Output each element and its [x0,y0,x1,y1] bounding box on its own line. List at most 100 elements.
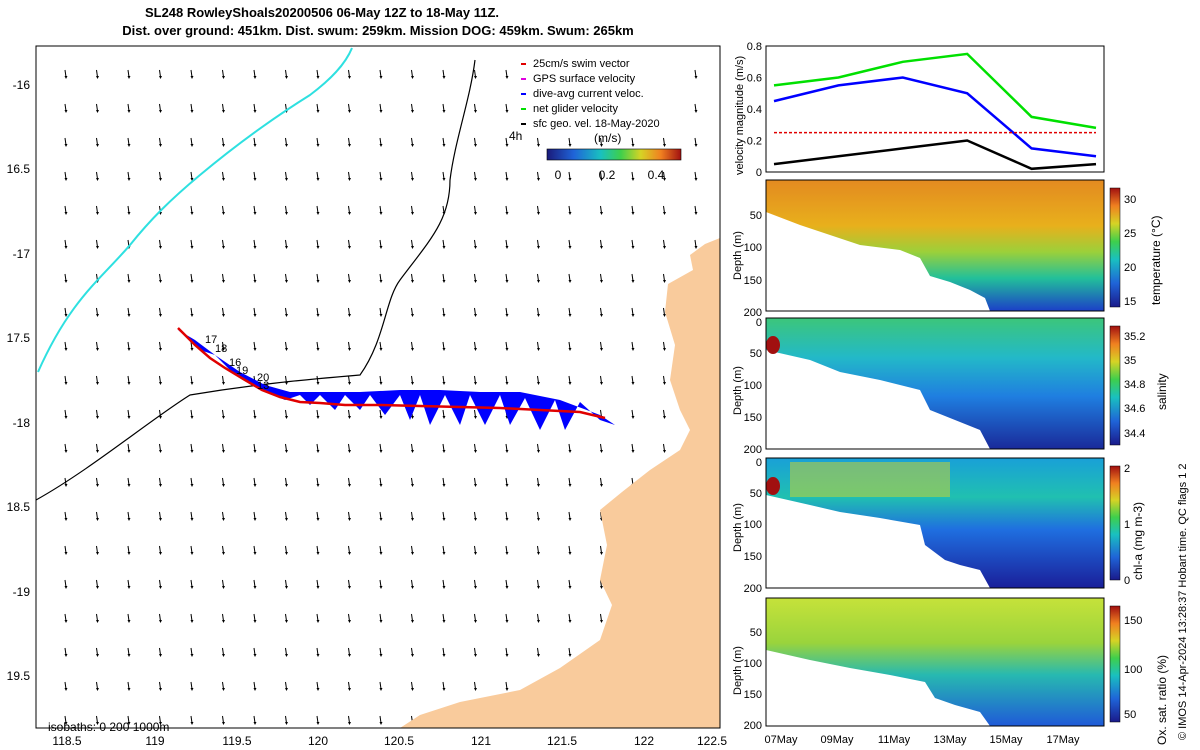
map-y-tick: 18.5 [7,500,31,514]
temperature-colorbar [1109,187,1121,308]
chl-colorbar [1109,465,1121,581]
map-y-tick: 19.5 [7,669,31,683]
chl-hotspot [766,477,780,495]
velocity-y-tick: 0.2 [747,136,762,148]
oxygen-colorbar [1109,605,1121,723]
salinity-colorbar [1109,325,1121,446]
salinity-y-tick: 50 [750,348,762,360]
velocity-y-axis: 0 0.2 0.4 0.6 0.8 [747,41,762,179]
time-axis: 07May 09May 11May 13May 15May 17May [764,734,1080,746]
oxygen-y-tick: 200 [744,720,762,732]
salinity-cbar-tick: 35 [1124,355,1136,367]
legend-item-geo: sfc geo. vel. 18-May-2020 [533,118,660,130]
oxygen-cbar-label: Ox. sat. ratio (%) [1155,655,1169,745]
velocity-frame [765,45,1105,173]
legend-item-net: net glider velocity [533,103,618,115]
map-frame [35,45,721,729]
temperature-y-tick: 200 [744,307,762,319]
map-y-axis: -16 16.5 -17 17.5 -18 18.5 -19 19.5 [7,78,31,683]
map-y-tick: 16.5 [7,162,31,176]
velocity-ylabel: velocity magnitude (m/s) [734,56,746,175]
legend-item-gps: GPS surface velocity [533,73,636,85]
day-label-18: 18 [215,343,227,355]
velocity-series-line [773,52,1097,130]
legend-box [516,56,691,132]
legend-item-dive-avg: dive-avg current veloc. [533,88,644,100]
map-x-tick: 120 [308,734,328,748]
day-label-17: 17 [205,334,217,346]
chl-panel: 0 50 100 150 200 2 1 0 Depth (m) chl-a (… [732,457,1145,595]
title-line2: Dist. over ground: 451km. Dist. swum: 25… [122,23,634,38]
temperature-section [766,180,1104,311]
time-tick: 13May [933,734,967,746]
salinity-y-tick: 200 [744,444,762,456]
chl-ylabel: Depth (m) [732,503,744,552]
current-vectors [178,330,615,430]
chl-cbar-tick: 2 [1124,463,1130,475]
chl-surface-bloom [790,462,950,497]
temperature-ylabel: Depth (m) [732,231,744,280]
salinity-y-tick: 100 [744,380,762,392]
map-x-tick: 119 [145,734,164,748]
velocity-y-tick: 0 [756,167,762,179]
salinity-cbar-tick: 34.6 [1124,403,1145,415]
chl-y-tick: 50 [750,488,762,500]
velocity-panel: 0 0.2 0.4 0.6 0.8 velocity magnitude (m/s) [734,41,1105,179]
isobath-label: isobaths: 0 200 1000m [48,720,169,734]
temperature-cbar-tick: 15 [1124,296,1136,308]
map-x-tick: 118.5 [52,734,81,748]
map-y-tick: -16 [13,78,31,92]
temperature-cbar-label: temperature (°C) [1149,216,1163,306]
day-label-20: 20 [257,372,269,384]
temperature-y-tick: 100 [744,242,762,254]
colorbar-unit: (m/s) [594,131,621,145]
map-y-tick: -17 [13,247,31,261]
chl-cbar-tick: 0 [1124,575,1130,587]
velocity-y-tick: 0.8 [747,41,762,53]
temperature-cbar-tick: 20 [1124,262,1136,274]
temperature-panel: 50 100 150 200 30 25 20 15 Depth (m) tem… [732,179,1163,319]
chl-y-tick: 0 [756,457,762,469]
day-label-13: 13 [257,380,269,392]
salinity-panel: 0 50 100 150 200 35.2 35 34.8 34.6 34.4 … [732,317,1169,456]
speed-colorbar [546,148,682,161]
map-x-tick: 119.5 [222,734,251,748]
glider-track [177,327,606,420]
map-panel: 17 18 16 19 20 13 118.5 119 119.5 120 12… [7,45,727,748]
oxygen-cbar-tick: 50 [1124,709,1136,721]
map-y-tick: -18 [13,416,31,430]
chl-cbar-tick: 1 [1124,519,1130,531]
colorbar-tick: 0 [555,168,562,182]
time-tick: 17May [1046,734,1080,746]
time-tick: 15May [989,734,1023,746]
time-tick: 07May [764,734,798,746]
oxygen-y-tick: 150 [744,689,762,701]
map-x-tick: 120.5 [384,734,414,748]
salinity-ylabel: Depth (m) [732,366,744,415]
oxygen-ylabel: Depth (m) [732,646,744,695]
temperature-cbar-tick: 30 [1124,194,1136,206]
footer-credit: © IMOS 14-Apr-2024 13:28:37 Hobart time.… [1177,463,1189,740]
chl-border [765,457,1105,589]
time-tick: 09May [820,734,854,746]
oxygen-section [766,598,1104,726]
chl-y-tick: 200 [744,583,762,595]
oxygen-panel: 50 100 150 200 150 100 50 Depth (m) Ox. … [732,597,1169,745]
salinity-cbar-label: salinity [1155,373,1169,410]
legend-item-swim: 25cm/s swim vector [533,58,630,70]
temperature-border [765,179,1105,312]
temperature-cbar-tick: 25 [1124,228,1136,240]
temperature-y-tick: 50 [750,210,762,222]
day-label-16: 16 [229,357,241,369]
map-x-tick: 122.5 [697,734,727,748]
map-y-tick: -19 [13,585,31,599]
velocity-series [773,52,1097,171]
map-legend: 25cm/s swim vector GPS surface velocity … [509,56,691,182]
salinity-section [766,318,1104,449]
velocity-y-tick: 0.6 [747,73,762,85]
oxygen-cbar-tick: 100 [1124,664,1142,676]
oxygen-y-tick: 50 [750,627,762,639]
day-label-19: 19 [236,365,248,377]
map-x-tick: 121 [471,734,491,748]
